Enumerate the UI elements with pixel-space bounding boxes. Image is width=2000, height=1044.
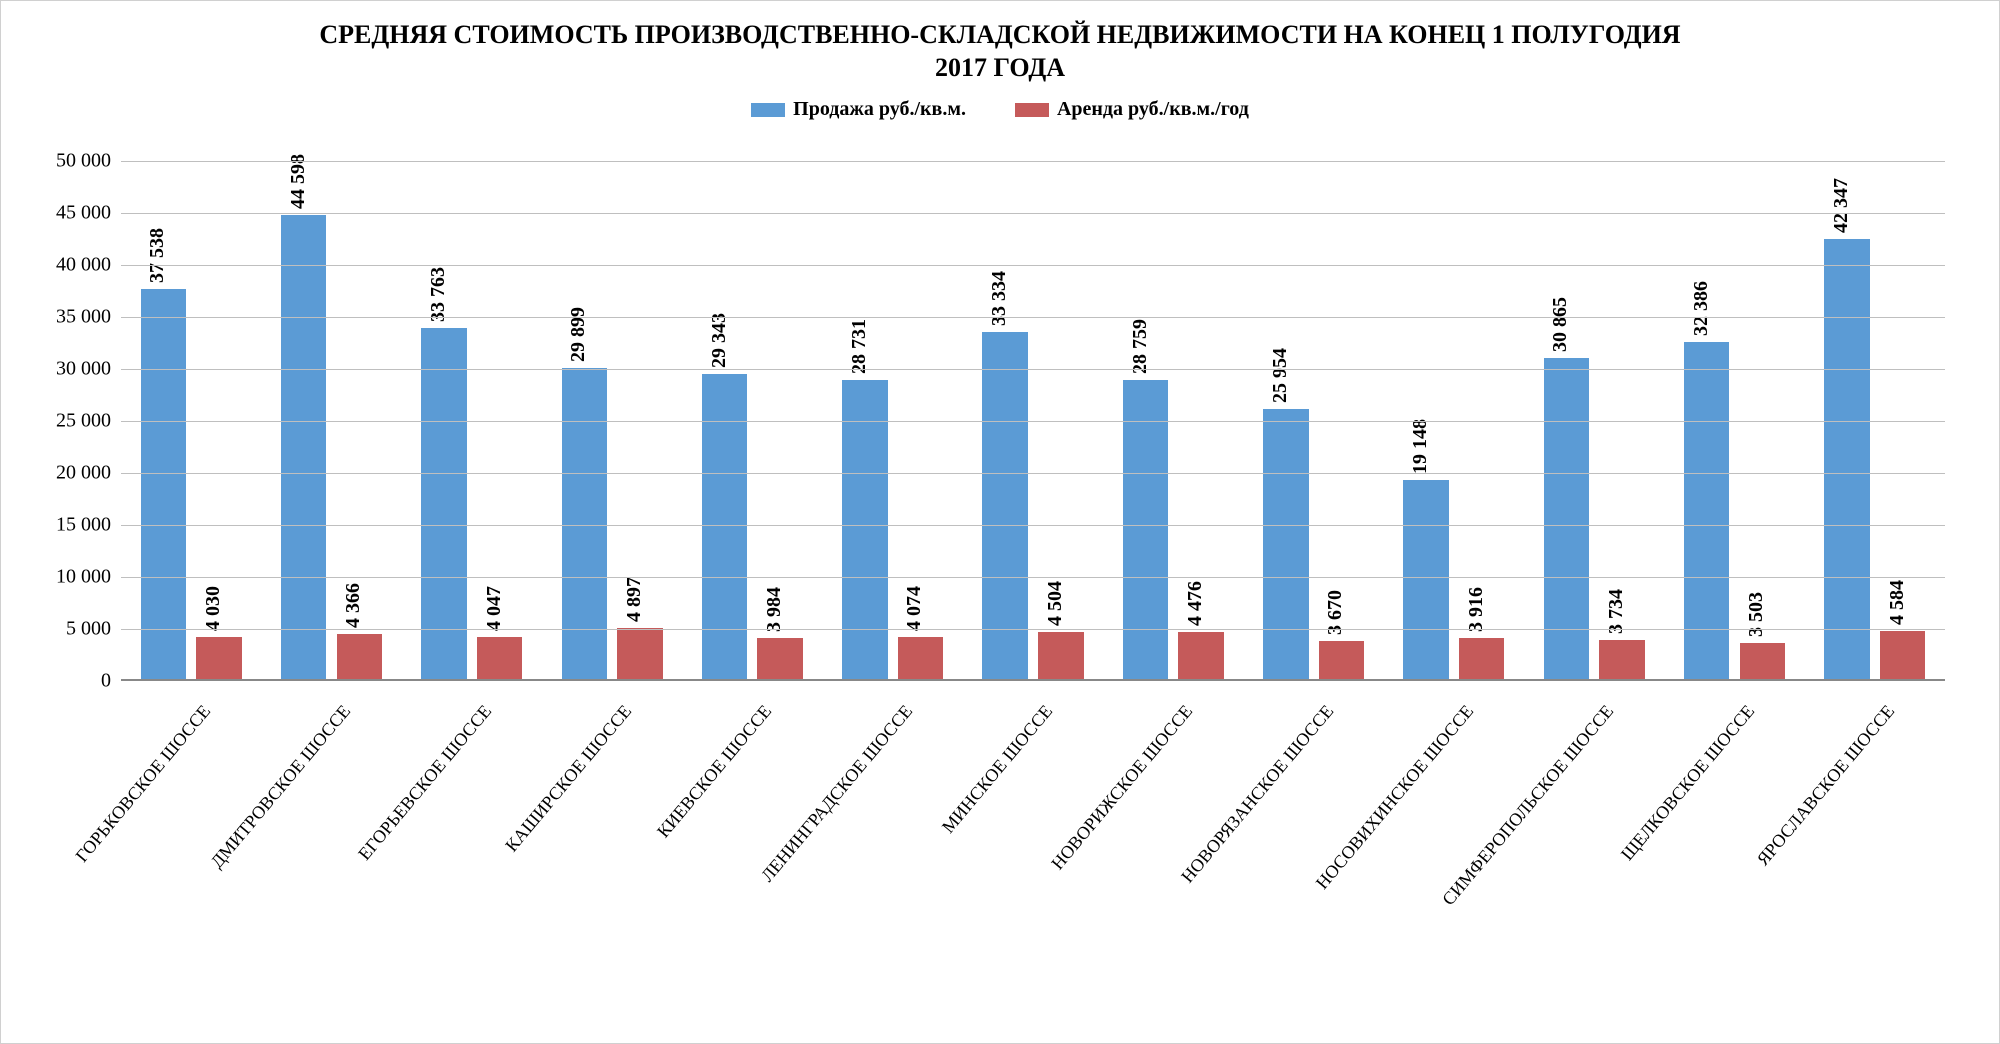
bar-sale: 33 763 [421,328,466,679]
y-tick-label: 20 000 [31,462,121,485]
y-tick-label: 15 000 [31,514,121,537]
bar-label-sale: 25 954 [1269,348,1292,403]
gridline [121,473,1945,474]
bar-sale: 33 334 [982,332,1027,679]
x-tick-label: ЯРОСЛАВСКОЕ ШОССЕ [1753,701,1899,870]
bar-sale: 28 759 [1123,380,1168,679]
x-axis: ГОРЬКОВСКОЕ ШОССЕДМИТРОВСКОЕ ШОССЕЕГОРЬЕ… [121,687,1945,1017]
bar-label-rent: 3 984 [763,587,786,632]
y-tick-label: 40 000 [31,254,121,277]
bar-label-rent: 4 366 [342,583,365,628]
bar-label-rent: 4 897 [623,577,646,622]
x-tick-label: НОСОВИХИНСКОЕ ШОССЕ [1312,701,1478,894]
bar-rent: 4 074 [898,637,943,679]
bar-sale: 37 538 [141,289,186,679]
bar-label-sale: 19 148 [1409,419,1432,474]
bar-rent: 3 670 [1319,641,1364,679]
bar-label-rent: 4 074 [903,586,926,631]
bar-label-rent: 4 504 [1044,581,1067,626]
y-tick-label: 10 000 [31,566,121,589]
plot-area: 37 5384 03044 5984 36633 7634 04729 8994… [121,161,1945,681]
bar-label-rent: 3 916 [1465,587,1488,632]
bar-label-sale: 32 386 [1690,281,1713,336]
y-tick-label: 30 000 [31,358,121,381]
bar-rent: 3 734 [1599,640,1644,679]
legend-swatch-rent [1015,103,1049,117]
y-tick-label: 5 000 [31,618,121,641]
y-tick-label: 25 000 [31,410,121,433]
bar-rent: 4 030 [196,637,241,679]
gridline [121,421,1945,422]
gridline [121,265,1945,266]
bar-label-rent: 3 734 [1605,589,1628,634]
legend-label-rent: Аренда руб./кв.м./год [1057,98,1249,121]
bar-rent: 3 916 [1459,638,1504,679]
bar-sale: 25 954 [1263,409,1308,679]
gridline [121,213,1945,214]
bar-sale: 30 865 [1544,358,1589,679]
bar-rent: 3 984 [757,638,802,679]
bar-sale: 44 598 [281,215,326,679]
x-tick-label: НОВОРЯЗАНСКОЕ ШОССЕ [1177,701,1338,887]
bar-label-sale: 28 731 [848,319,871,374]
gridline [121,629,1945,630]
bar-label-sale: 42 347 [1830,178,1853,233]
bar-label-sale: 30 865 [1549,297,1572,352]
bars-layer: 37 5384 03044 5984 36633 7634 04729 8994… [121,161,1945,679]
x-tick-label: СИМФЕРОПОЛЬСКОЕ ШОССЕ [1438,701,1618,910]
bar-label-sale: 37 538 [146,228,169,283]
bar-rent: 3 503 [1740,643,1785,679]
x-tick-label: ЩЕЛКОВСКОЕ ШОССЕ [1616,701,1758,865]
legend: Продажа руб./кв.м. Аренда руб./кв.м./год [1,98,1999,123]
y-tick-label: 45 000 [31,202,121,225]
chart-title: СРЕДНЯЯ СТОИМОСТЬ ПРОИЗВОДСТВЕННО-СКЛАДС… [1,1,1999,84]
bar-label-sale: 29 343 [708,313,731,368]
title-line-2: 2017 ГОДА [1,52,1999,85]
x-tick-label: ГОРЬКОВСКОЕ ШОССЕ [72,701,216,866]
y-tick-label: 35 000 [31,306,121,329]
y-tick-label: 0 [31,670,121,693]
legend-item-rent: Аренда руб./кв.м./год [1015,98,1249,121]
legend-swatch-sale [751,103,785,117]
gridline [121,577,1945,578]
bar-rent: 4 366 [337,634,382,679]
bar-label-sale: 44 598 [287,154,310,209]
chart-container: СРЕДНЯЯ СТОИМОСТЬ ПРОИЗВОДСТВЕННО-СКЛАДС… [0,0,2000,1044]
y-tick-label: 50 000 [31,150,121,173]
gridline [121,369,1945,370]
x-tick-label: КАШИРСКОЕ ШОССЕ [501,701,636,856]
x-tick-label: КИЕВСКОЕ ШОССЕ [653,701,776,842]
gridline [121,525,1945,526]
bar-rent: 4 897 [617,628,662,679]
gridline [121,317,1945,318]
gridline [121,161,1945,162]
x-tick-label: ЕГОРЬЕВСКОЕ ШОССЕ [354,701,496,864]
bar-rent: 4 476 [1178,632,1223,679]
bar-label-sale: 29 899 [567,307,590,362]
bar-sale: 42 347 [1824,239,1869,679]
x-tick-label: ДМИТРОВСКОЕ ШОССЕ [207,701,355,872]
legend-item-sale: Продажа руб./кв.м. [751,98,966,121]
x-tick-label: ЛЕНИНГРАДСКОЕ ШОССЕ [757,701,917,886]
bar-label-sale: 33 334 [988,271,1011,326]
bar-label-sale: 28 759 [1129,319,1152,374]
bar-sale: 29 899 [562,368,607,679]
bar-label-rent: 4 047 [483,586,506,631]
bar-label-rent: 4 030 [202,586,225,631]
bar-rent: 4 584 [1880,631,1925,679]
bar-label-sale: 33 763 [427,267,450,322]
title-line-1: СРЕДНЯЯ СТОИМОСТЬ ПРОИЗВОДСТВЕННО-СКЛАДС… [1,19,1999,52]
bar-label-rent: 4 476 [1184,581,1207,626]
bar-label-rent: 4 584 [1886,580,1909,625]
bar-rent: 4 504 [1038,632,1083,679]
bar-sale: 28 731 [842,380,887,679]
x-tick-label: НОВОРИЖСКОЕ ШОССЕ [1048,701,1198,874]
bar-sale: 29 343 [702,374,747,679]
bar-sale: 19 148 [1403,480,1448,679]
legend-label-sale: Продажа руб./кв.м. [793,98,966,121]
bar-rent: 4 047 [477,637,522,679]
x-tick-label: МИНСКОЕ ШОССЕ [938,701,1057,837]
